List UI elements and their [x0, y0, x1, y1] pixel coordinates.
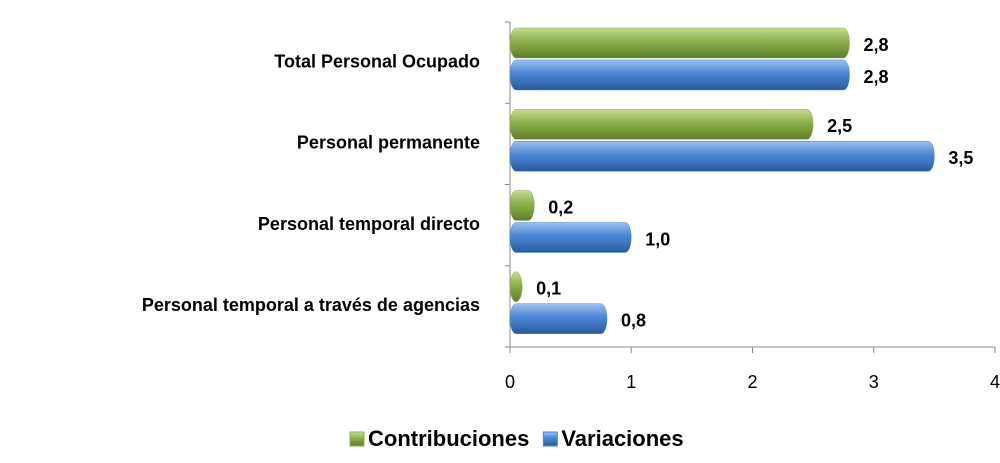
bar — [509, 303, 608, 334]
value-label: 1,0 — [645, 229, 670, 249]
bar — [509, 222, 632, 253]
x-tick-label: 1 — [626, 372, 636, 392]
value-label: 2,8 — [864, 35, 889, 55]
bar — [509, 59, 850, 91]
value-label: 2,8 — [864, 67, 889, 87]
legend-swatch — [542, 431, 558, 447]
category-label: Personal permanente — [297, 133, 480, 153]
category-label: Total Personal Ocupado — [274, 51, 480, 71]
bar — [509, 109, 814, 140]
value-label: 3,5 — [948, 148, 973, 168]
value-label: 0,2 — [548, 197, 573, 217]
bar — [509, 271, 523, 302]
bar — [509, 27, 850, 59]
legend-swatch — [349, 431, 365, 447]
x-tick-label: 3 — [869, 372, 879, 392]
value-label: 0,1 — [536, 279, 561, 299]
x-tick-label: 4 — [990, 372, 1000, 392]
value-label: 0,8 — [621, 311, 646, 331]
category-label: Personal temporal directo — [258, 214, 480, 234]
bar — [509, 141, 935, 172]
legend-label: Variaciones — [561, 426, 683, 451]
bar — [509, 190, 535, 221]
x-tick-label: 0 — [505, 372, 515, 392]
x-tick-label: 2 — [747, 372, 757, 392]
legend-label: Contribuciones — [368, 426, 529, 451]
value-label: 2,5 — [827, 116, 852, 136]
category-label: Personal temporal a través de agencias — [142, 295, 480, 315]
